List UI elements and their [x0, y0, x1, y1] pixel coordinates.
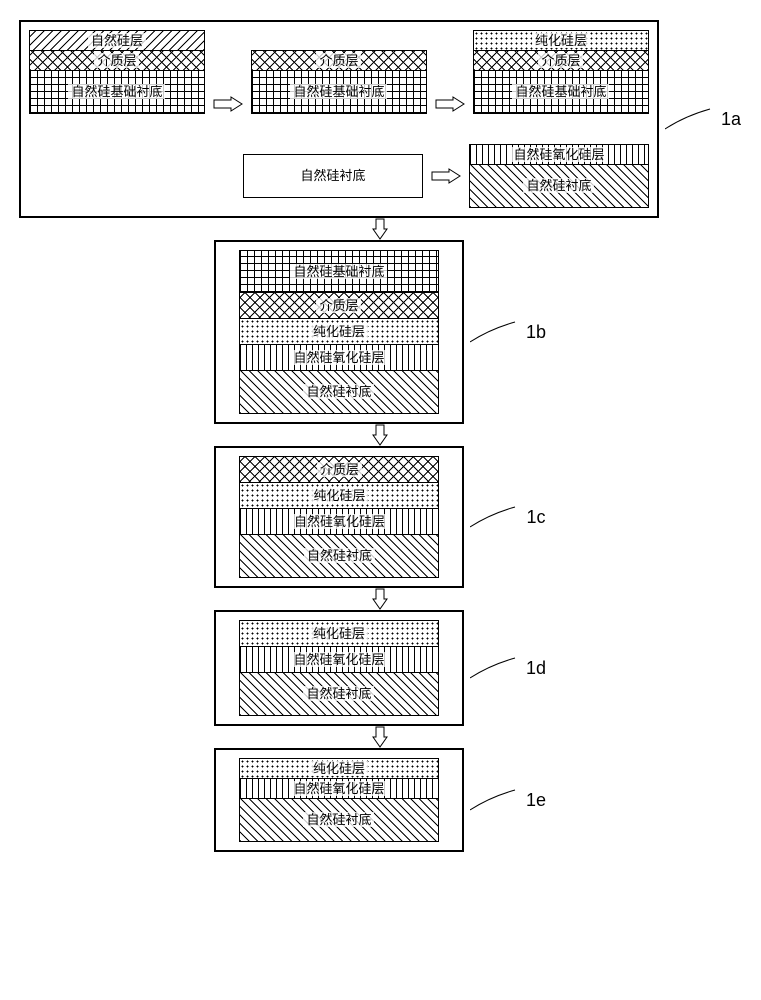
panel-1d: 纯化硅层自然硅氧化硅层自然硅衬底 [214, 610, 464, 726]
layer-natural_si_oxide: 自然硅氧化硅层 [240, 779, 438, 799]
layer-label: 介质层 [316, 298, 361, 313]
leader-line [470, 317, 520, 347]
step-1e-wrap: 纯化硅层自然硅氧化硅层自然硅衬底 1e [214, 748, 546, 852]
stack-a-1: 自然硅层介质层自然硅基础衬底 [29, 30, 205, 114]
layer-label: 自然硅氧化硅层 [510, 147, 607, 162]
layer-dielectric: 介质层 [252, 51, 426, 71]
label-1c: 1c [526, 507, 545, 528]
panel-1a: 自然硅层介质层自然硅基础衬底 介质层自然硅基础衬底 纯化硅层介质层自然硅基础衬底… [19, 20, 659, 218]
stack-a-2: 介质层自然硅基础衬底 [251, 50, 427, 114]
stack-e: 纯化硅层自然硅氧化硅层自然硅衬底 [239, 758, 439, 842]
step-1c-wrap: 介质层纯化硅层自然硅氧化硅层自然硅衬底 1c [214, 446, 545, 588]
layer-label: 自然硅衬底 [303, 686, 374, 701]
layer-label: 自然硅氧化硅层 [290, 652, 387, 667]
layer-label: 介质层 [538, 53, 583, 68]
layer-label: 自然硅氧化硅层 [290, 781, 387, 796]
arrow-down-icon [370, 424, 390, 446]
layer-label: 自然硅基础衬底 [68, 84, 165, 99]
arrow-right-icon [435, 94, 465, 114]
layer-dielectric: 介质层 [240, 293, 438, 319]
step-1b-wrap: 自然硅基础衬底介质层纯化硅层自然硅氧化硅层自然硅衬底 1b [214, 240, 546, 424]
layer-base_substrate: 自然硅基础衬底 [30, 71, 204, 113]
layer-label: 纯化硅层 [310, 761, 368, 776]
panel-1a-top-row: 自然硅层介质层自然硅基础衬底 介质层自然硅基础衬底 纯化硅层介质层自然硅基础衬底 [29, 30, 649, 114]
layer-label: 介质层 [94, 53, 139, 68]
stack-d: 纯化硅层自然硅氧化硅层自然硅衬底 [239, 620, 439, 716]
layer-purified_si: 纯化硅层 [240, 319, 438, 345]
stack-a-bottom-2: 自然硅氧化硅层自然硅衬底 [469, 144, 649, 208]
arrow-right-icon [213, 94, 243, 114]
leader-line [470, 785, 520, 815]
layer-dielectric: 介质层 [474, 51, 648, 71]
label-1d: 1d [526, 658, 546, 679]
stack-a-3: 纯化硅层介质层自然硅基础衬底 [473, 30, 649, 114]
layer-label: 自然硅衬底 [523, 178, 594, 193]
panel-1a-bottom-row: 自然硅衬底 自然硅氧化硅层自然硅衬底 [29, 144, 649, 208]
layer-label: 自然硅氧化硅层 [291, 514, 388, 529]
label-1a: 1a [721, 109, 741, 130]
layer-label: 自然硅基础衬底 [290, 84, 387, 99]
label-1e: 1e [526, 790, 546, 811]
layer-natural_si_substrate: 自然硅衬底 [240, 799, 438, 841]
step-1a-wrap: 自然硅层介质层自然硅基础衬底 介质层自然硅基础衬底 纯化硅层介质层自然硅基础衬底… [19, 20, 741, 218]
layer-label: 介质层 [316, 53, 361, 68]
panel-1e: 纯化硅层自然硅氧化硅层自然硅衬底 [214, 748, 464, 852]
layer-natural_si_oxide: 自然硅氧化硅层 [240, 345, 438, 371]
layer-purified_si: 纯化硅层 [240, 759, 438, 779]
layer-natural_si_substrate: 自然硅衬底 [244, 155, 422, 197]
layer-base_substrate: 自然硅基础衬底 [252, 71, 426, 113]
layer-dielectric: 介质层 [30, 51, 204, 71]
arrow-down-icon [370, 726, 390, 748]
stack-c: 介质层纯化硅层自然硅氧化硅层自然硅衬底 [239, 456, 439, 578]
layer-label: 纯化硅层 [532, 33, 590, 48]
layer-label: 自然硅衬底 [303, 812, 374, 827]
layer-natural_si_substrate: 自然硅衬底 [240, 371, 438, 413]
layer-purified_si: 纯化硅层 [240, 621, 438, 647]
layer-label: 介质层 [317, 462, 362, 477]
arrow-right-icon [431, 166, 461, 186]
layer-label: 自然硅衬底 [297, 168, 368, 183]
layer-natural_si_substrate: 自然硅衬底 [240, 535, 438, 577]
layer-natural_si_oxide: 自然硅氧化硅层 [240, 509, 438, 535]
arrow-down-icon [370, 588, 390, 610]
step-1d-wrap: 纯化硅层自然硅氧化硅层自然硅衬底 1d [214, 610, 546, 726]
leader-line [665, 104, 715, 134]
layer-label: 自然硅基础衬底 [512, 84, 609, 99]
layer-label: 自然硅层 [88, 33, 146, 48]
leader-line [470, 502, 520, 532]
layer-base_substrate: 自然硅基础衬底 [240, 251, 438, 293]
panel-1c: 介质层纯化硅层自然硅氧化硅层自然硅衬底 [214, 446, 464, 588]
layer-natural_si_substrate: 自然硅衬底 [240, 673, 438, 715]
stack-b: 自然硅基础衬底介质层纯化硅层自然硅氧化硅层自然硅衬底 [239, 250, 439, 414]
arrow-down-icon [370, 218, 390, 240]
layer-label: 自然硅衬底 [303, 384, 374, 399]
layer-label: 纯化硅层 [310, 626, 368, 641]
layer-label: 纯化硅层 [310, 488, 368, 503]
layer-base_substrate: 自然硅基础衬底 [474, 71, 648, 113]
panel-1b: 自然硅基础衬底介质层纯化硅层自然硅氧化硅层自然硅衬底 [214, 240, 464, 424]
layer-natural_si_oxide: 自然硅氧化硅层 [240, 647, 438, 673]
layer-label: 纯化硅层 [310, 324, 368, 339]
label-1b: 1b [526, 322, 546, 343]
layer-label: 自然硅衬底 [304, 548, 375, 563]
diagram-root: 自然硅层介质层自然硅基础衬底 介质层自然硅基础衬底 纯化硅层介质层自然硅基础衬底… [20, 20, 740, 852]
layer-purified_si: 纯化硅层 [474, 31, 648, 51]
layer-label: 自然硅基础衬底 [290, 264, 387, 279]
layer-label: 自然硅氧化硅层 [290, 350, 387, 365]
stack-a-bottom-1: 自然硅衬底 [243, 154, 423, 198]
layer-natural_si_layer: 自然硅层 [30, 31, 204, 51]
leader-line [470, 653, 520, 683]
layer-natural_si_substrate: 自然硅衬底 [470, 165, 648, 207]
layer-natural_si_oxide: 自然硅氧化硅层 [470, 145, 648, 165]
layer-purified_si: 纯化硅层 [240, 483, 438, 509]
layer-dielectric: 介质层 [240, 457, 438, 483]
